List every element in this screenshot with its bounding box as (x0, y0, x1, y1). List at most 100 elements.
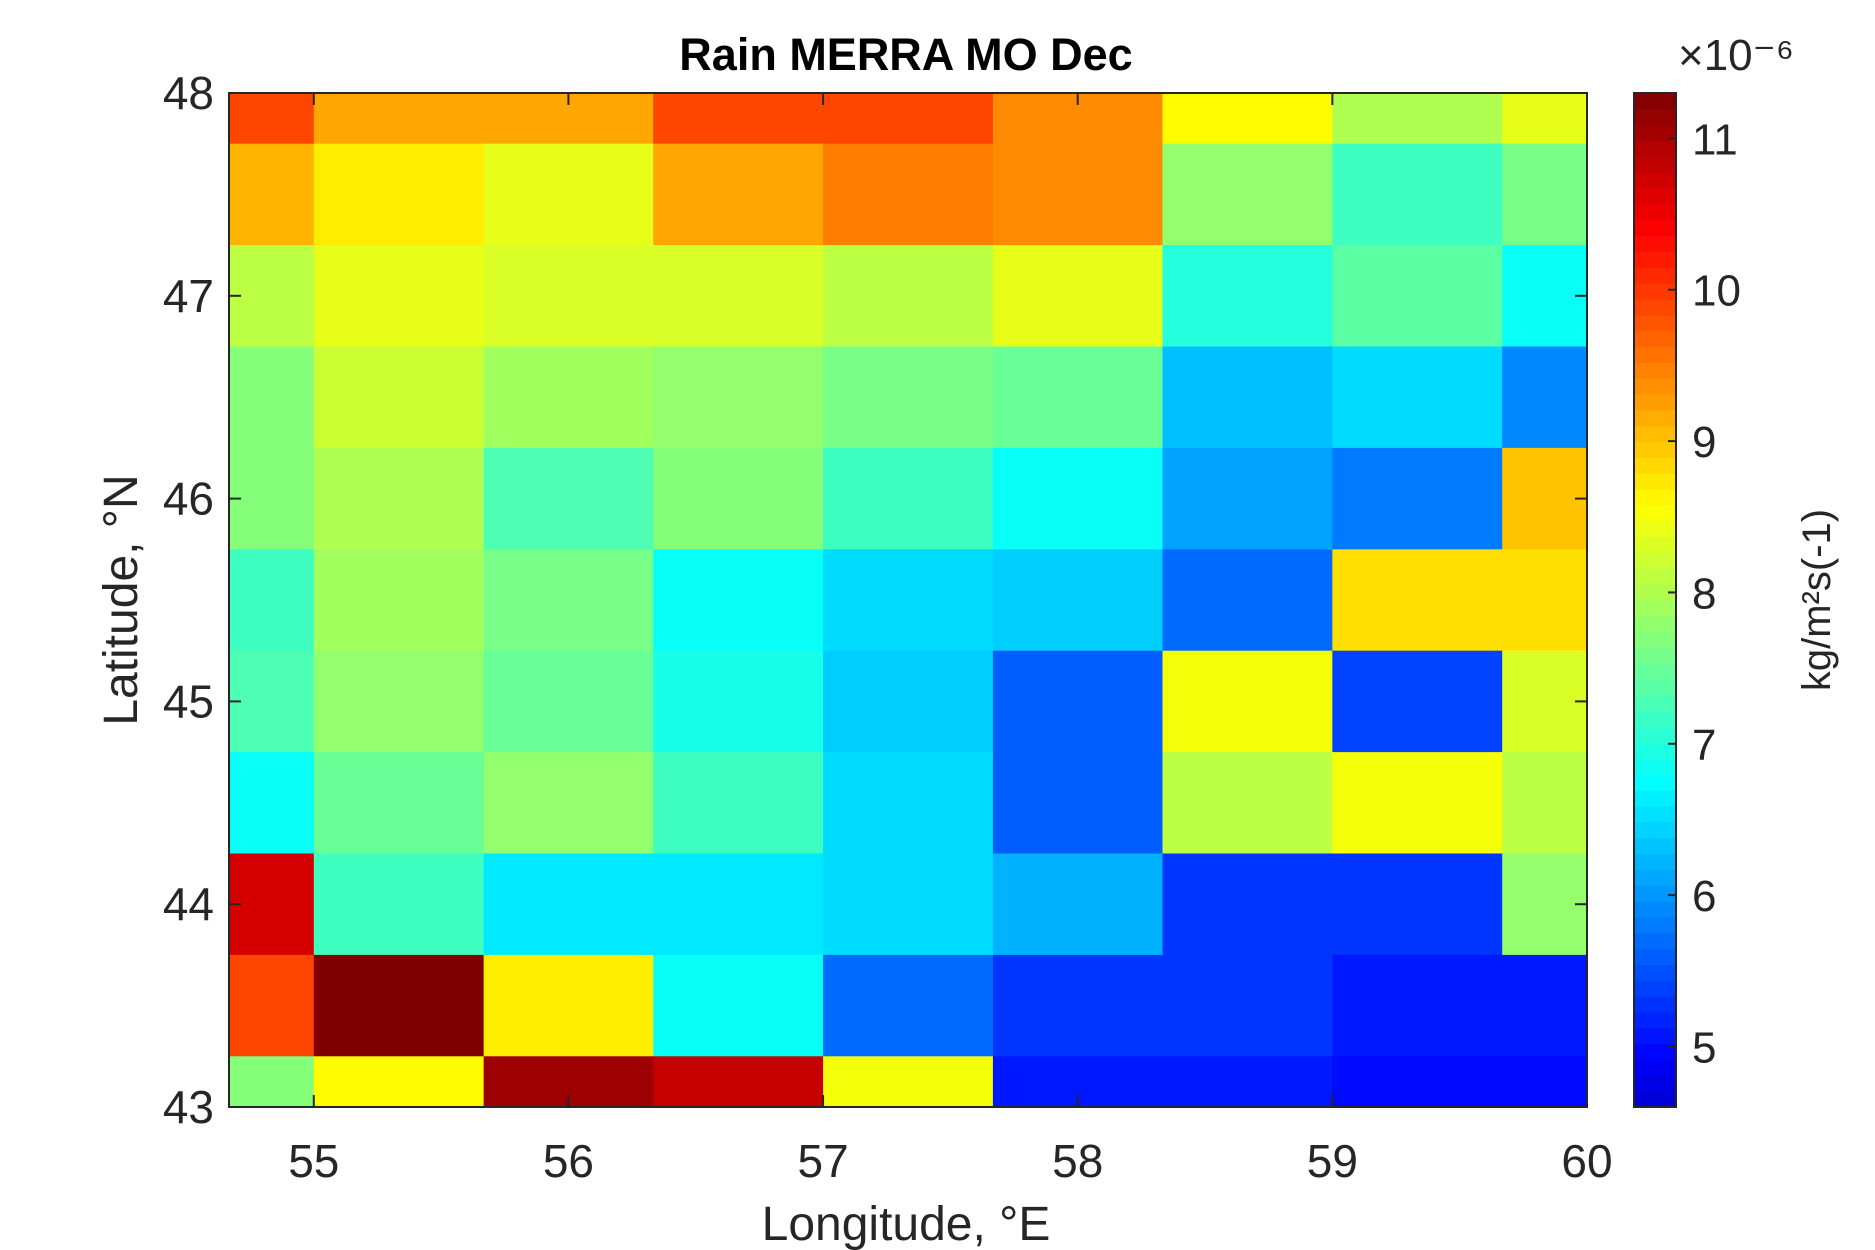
heatmap-cell (483, 752, 654, 855)
heatmap-cell (229, 650, 315, 753)
heatmap-cell (1332, 853, 1503, 956)
heatmap-cell (1502, 245, 1588, 348)
heatmap-cell (823, 954, 994, 1057)
heatmap-cell (1502, 752, 1588, 855)
colorbar-swatch (1634, 203, 1676, 221)
colorbar-swatch (1634, 726, 1676, 744)
heatmap-cell (823, 549, 994, 652)
heatmap-cell (1162, 650, 1333, 753)
heatmap-cell (229, 245, 315, 348)
heatmap-cell (483, 143, 654, 246)
colorbar-frame (1633, 92, 1677, 1108)
colorbar-swatch (1634, 758, 1676, 775)
colorbar-tick-label: 6 (1692, 872, 1716, 921)
heatmap-cell (823, 752, 994, 855)
heatmap-cell (653, 447, 824, 550)
heatmap-cell (653, 954, 824, 1057)
colorbar-swatch (1634, 1075, 1676, 1092)
heatmap-cell (992, 143, 1164, 246)
colorbar-swatch (1634, 124, 1676, 142)
colorbar-swatch (1634, 980, 1676, 997)
colorbar-swatch (1634, 584, 1676, 601)
x-tick-label: 60 (1561, 1135, 1612, 1187)
heatmap-cell (1332, 93, 1503, 145)
heatmap-cell (992, 752, 1164, 855)
heatmap-cell (1502, 1056, 1588, 1108)
heatmap-cell (313, 93, 485, 145)
heatmap-cell (992, 650, 1164, 753)
heatmap-cell (1502, 650, 1588, 753)
heatmap-cell (313, 752, 485, 855)
heatmap-cell (313, 954, 485, 1057)
chart-title: Rain MERRA MO Dec (679, 29, 1132, 80)
colorbar-swatch (1634, 663, 1676, 680)
colorbar-swatch (1634, 853, 1676, 870)
y-tick-label: 47 (163, 270, 214, 322)
colorbar (1634, 93, 1676, 1108)
colorbar-swatch (1634, 805, 1676, 823)
heatmap-cell (823, 93, 994, 145)
colorbar-swatch (1634, 425, 1676, 443)
heatmap-cell (313, 447, 485, 550)
heatmap-cell (313, 245, 485, 348)
y-tick-label: 46 (163, 473, 214, 525)
heatmap-cell (229, 853, 315, 956)
heatmap-cell (483, 650, 654, 753)
colorbar-ticks: 5 6 7 8 9 10 11 (1668, 115, 1741, 1072)
heatmap-cell (1502, 853, 1588, 956)
colorbar-swatch (1634, 314, 1676, 332)
colorbar-swatch (1634, 330, 1676, 348)
heatmap-cell (229, 346, 315, 449)
colorbar-swatch (1634, 996, 1676, 1013)
x-axis-label: Longitude, °E (762, 1198, 1051, 1250)
heatmap-cell (229, 143, 315, 246)
heatmap-cell (653, 549, 824, 652)
heatmap-cell (1162, 93, 1333, 145)
x-tick-label: 59 (1307, 1135, 1358, 1187)
colorbar-swatch (1634, 948, 1676, 965)
colorbar-swatch (1634, 647, 1676, 664)
colorbar-swatch (1634, 869, 1676, 886)
heatmap-cell (483, 853, 654, 956)
colorbar-swatch (1634, 188, 1676, 205)
colorbar-swatch (1634, 742, 1676, 760)
heatmap-cell (992, 853, 1164, 956)
heatmap-cell (653, 143, 824, 246)
heatmap-cell (1162, 346, 1333, 449)
colorbar-swatch (1634, 600, 1676, 617)
colorbar-tick-label: 9 (1692, 418, 1716, 467)
colorbar-swatch (1634, 362, 1676, 379)
heatmap-cell (1162, 954, 1333, 1057)
x-axis: 55 56 57 58 59 60 (288, 93, 1613, 1187)
colorbar-tick-label: 11 (1692, 115, 1738, 164)
colorbar-swatch (1634, 219, 1676, 237)
colorbar-swatch (1634, 901, 1676, 918)
colorbar-swatch (1634, 409, 1676, 427)
colorbar-swatch (1634, 1059, 1676, 1076)
colorbar-swatch (1634, 283, 1676, 300)
heatmap-cell (823, 1056, 994, 1108)
heatmap-cell (1332, 143, 1503, 246)
heatmap-cell (992, 549, 1164, 652)
heatmap-cell (1332, 447, 1503, 550)
colorbar-swatch (1634, 235, 1676, 253)
colorbar-swatch (1634, 441, 1676, 458)
heatmap-cell (1162, 143, 1333, 246)
colorbar-swatch (1634, 1043, 1676, 1061)
heatmap-cell (1502, 549, 1588, 652)
colorbar-swatch (1634, 457, 1676, 474)
heatmap-cell (313, 549, 485, 652)
colorbar-swatch (1634, 1027, 1676, 1045)
heatmap-cell (1162, 752, 1333, 855)
heatmap-cell (1332, 650, 1503, 753)
colorbar-tick-label: 8 (1692, 569, 1716, 618)
colorbar-swatch (1634, 916, 1676, 934)
heatmap-cell (1162, 1056, 1333, 1108)
heatmap-cell (313, 853, 485, 956)
heatmap-cell (653, 853, 824, 956)
heatmap-cell (823, 346, 994, 449)
x-tick-label: 56 (543, 1135, 594, 1187)
heatmap-cell (1332, 752, 1503, 855)
heatmap-cell (653, 752, 824, 855)
heatmap-cell (229, 93, 315, 145)
